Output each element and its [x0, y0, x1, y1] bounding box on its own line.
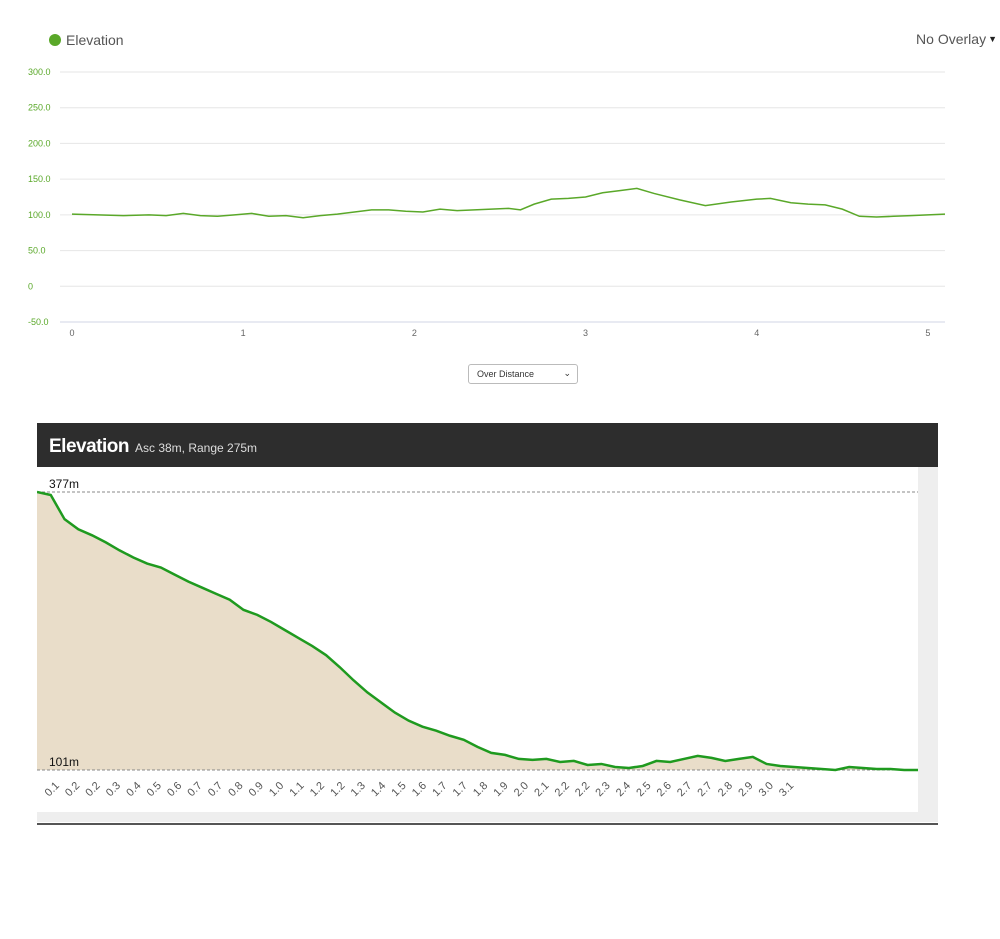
elevation-plot: 300.0 250.0 200.0 150.0 100.0 50.0 0 -50.0 0 1 2 3 4…	[28, 67, 946, 338]
chevron-down-icon: ⌄	[563, 368, 571, 378]
x-tick-label: 2	[412, 328, 417, 338]
min-elevation-label: 101m	[49, 755, 79, 769]
elevation-profile: Elevation Asc 38m, Range 275m 377m 101m 0.…	[37, 417, 938, 827]
elevation-chart: 300.0 250.0 200.0 150.0 100.0 50.0 0 -50.0 0 1 2 3 4…	[0, 0, 1000, 400]
x-tick-label: 4	[754, 328, 759, 338]
distance-mode-select[interactable]: Over Distance ⌄	[468, 364, 578, 384]
overlay-label: No Overlay	[916, 31, 987, 47]
x-tick-label: 3	[583, 328, 588, 338]
y-tick-label: 150.0	[28, 174, 51, 184]
overlay-dropdown[interactable]: No Overlay ▼	[916, 31, 997, 47]
y-tick-label: 50.0	[28, 246, 46, 256]
x-tick-label: 5	[925, 328, 930, 338]
y-tick-label: 200.0	[28, 138, 51, 148]
y-tick-label: 100.0	[28, 210, 51, 220]
mode-select-value: Over Distance	[477, 369, 535, 379]
max-elevation-label: 377m	[49, 477, 79, 491]
legend-label: Elevation	[66, 32, 124, 48]
x-tick-label: 0	[69, 328, 74, 338]
legend-dot	[49, 34, 61, 46]
y-tick-label: -50.0	[28, 317, 49, 327]
profile-summary: Asc 38m, Range 275m	[134, 441, 258, 455]
elevation-series-line	[71, 187, 946, 219]
caret-down-icon: ▼	[988, 34, 997, 44]
legend[interactable]: Elevation	[49, 32, 124, 48]
profile-line	[37, 490, 918, 772]
y-tick-label: 300.0	[28, 67, 51, 77]
profile-title: Elevation	[49, 436, 129, 457]
x-tick-label: 1	[241, 328, 246, 338]
y-tick-label: 0	[28, 281, 33, 291]
profile-area-fill	[37, 492, 918, 770]
profile-divider	[37, 823, 938, 825]
y-tick-label: 250.0	[28, 103, 51, 113]
profile-header: Elevation Asc 38m, Range 275m	[37, 423, 938, 467]
